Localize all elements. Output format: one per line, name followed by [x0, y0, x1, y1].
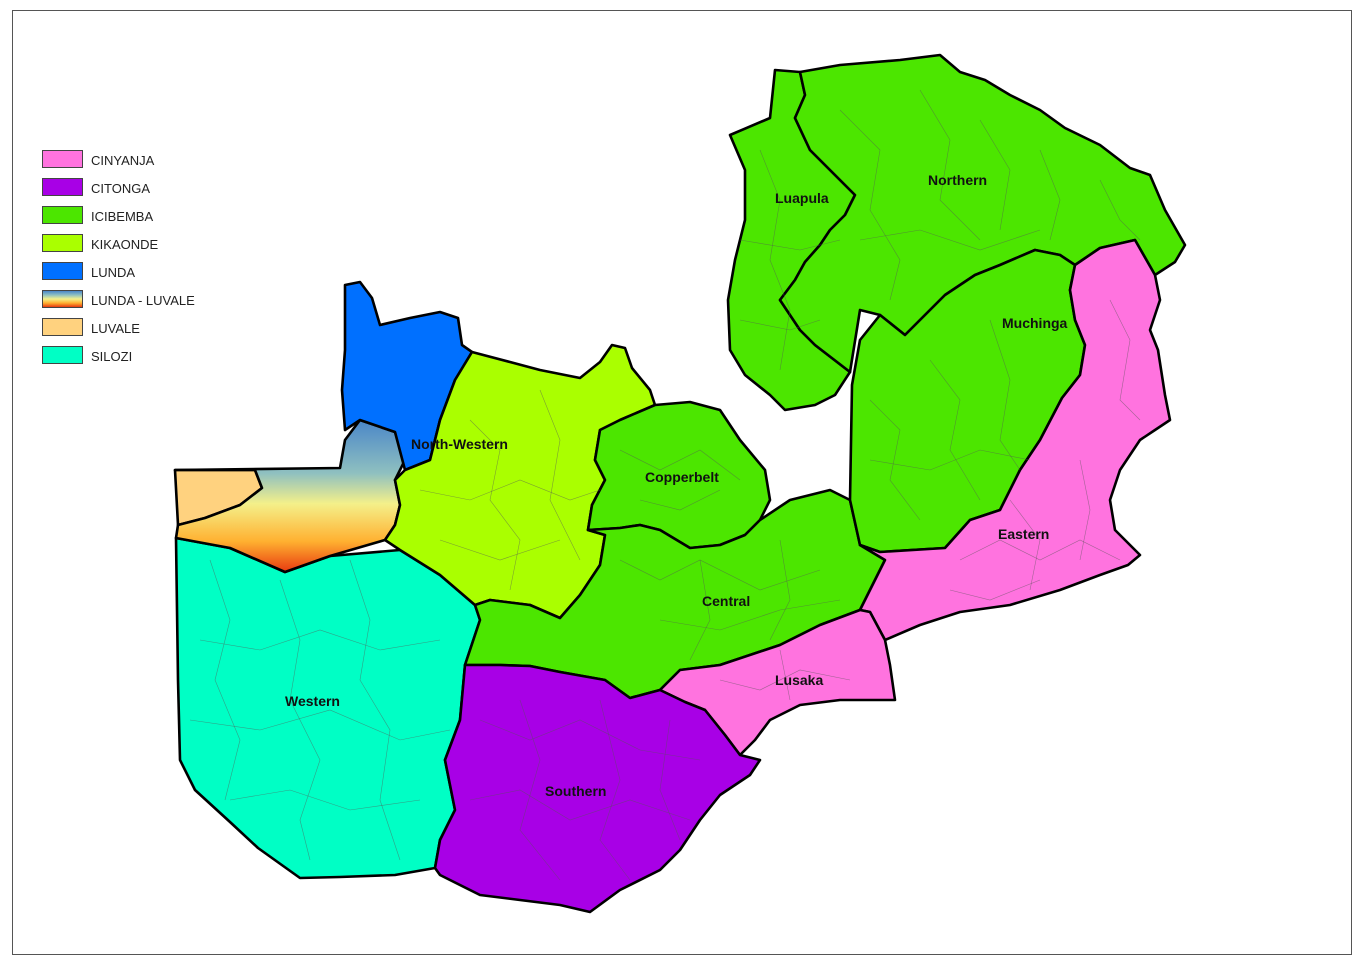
legend-swatch-luvale [42, 318, 83, 336]
label-western: Western [285, 693, 340, 709]
map-frame [12, 10, 1352, 955]
legend-swatch-icibemba [42, 206, 83, 224]
legend-label: CINYANJA [91, 153, 155, 168]
label-luapula: Luapula [775, 190, 829, 206]
legend-label: KIKAONDE [91, 237, 159, 252]
legend-swatch-silozi [42, 346, 83, 364]
label-northern: Northern [928, 172, 987, 188]
legend-label: LUNDA - LUVALE [91, 293, 195, 308]
label-lusaka: Lusaka [775, 672, 823, 688]
legend-swatch-cinyanja [42, 150, 83, 168]
legend-label: LUVALE [91, 321, 140, 336]
label-north-western: North-Western [411, 436, 508, 452]
legend-label: SILOZI [91, 349, 133, 364]
legend-swatch-citonga [42, 178, 83, 196]
label-copperbelt: Copperbelt [645, 469, 719, 485]
legend-label: CITONGA [91, 181, 150, 196]
legend-label: LUNDA [91, 265, 136, 280]
label-eastern: Eastern [998, 526, 1049, 542]
label-central: Central [702, 593, 750, 609]
label-southern: Southern [545, 783, 606, 799]
district-boundaries [189, 89, 1141, 881]
province-southern [433, 663, 762, 914]
province-eastern [858, 238, 1172, 642]
legend-swatch-lunda [42, 262, 83, 280]
legend-swatch-kikaonde [42, 234, 83, 252]
label-muchinga: Muchinga [1002, 315, 1068, 331]
legend-swatch-lunda-luvale [42, 290, 83, 308]
legend-label: ICIBEMBA [91, 209, 154, 224]
